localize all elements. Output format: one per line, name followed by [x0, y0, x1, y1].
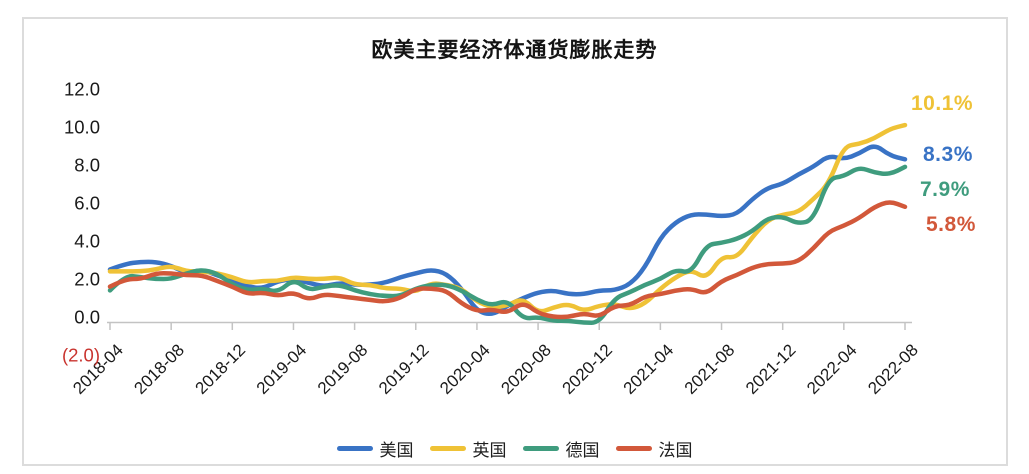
- x-tick-label: 2021-08: [681, 340, 739, 398]
- x-tick-label: 2020-12: [559, 340, 617, 398]
- x-tick-label: 2021-04: [620, 340, 678, 398]
- legend-label-de: 德国: [565, 441, 600, 460]
- x-tick-label: 2019-04: [253, 340, 311, 398]
- x-tick-label: 2018-12: [192, 340, 250, 398]
- y-tick-label: 0.0: [74, 307, 100, 328]
- y-tick-label: 10.0: [64, 117, 100, 138]
- x-tick-label: 2020-08: [497, 340, 555, 398]
- legend-swatch-uk: [429, 446, 466, 451]
- y-tick-label: 12.0: [64, 79, 100, 100]
- x-tick-label: 2021-12: [742, 340, 800, 398]
- chart-card: [22, 17, 1008, 466]
- x-tick-label: 2018-08: [130, 340, 188, 398]
- end-value-label-uk: 10.1%: [911, 92, 974, 115]
- x-tick-label: 2022-08: [864, 340, 922, 398]
- x-tick-label: 2019-12: [375, 340, 433, 398]
- end-value-label-fr: 5.8%: [926, 213, 976, 236]
- legend-swatch-fr: [615, 446, 652, 451]
- x-tick-label: 2019-08: [314, 340, 372, 398]
- legend-label-fr: 法国: [658, 441, 693, 460]
- y-tick-label: 4.0: [74, 231, 100, 252]
- y-tick-label-negative: (2.0): [62, 345, 100, 366]
- legend-item-us: 美国: [336, 436, 414, 461]
- y-tick-label: 2.0: [74, 269, 100, 290]
- legend-item-fr: 法国: [615, 436, 693, 461]
- x-tick-label: 2022-04: [803, 340, 861, 398]
- chart-legend: 美国 英国 德国 法国: [0, 436, 1029, 461]
- legend-label-us: 美国: [379, 441, 414, 460]
- legend-swatch-us: [336, 446, 373, 451]
- legend-item-de: 德国: [522, 436, 600, 461]
- series-line-de: [107, 164, 908, 325]
- series-line-us: [107, 144, 908, 316]
- end-value-label-de: 7.9%: [920, 178, 970, 201]
- y-tick-label: 8.0: [74, 155, 100, 176]
- chart-title: 欧美主要经济体通货膨胀走势: [371, 39, 658, 62]
- series-line-fr: [107, 200, 908, 320]
- end-value-label-us: 8.3%: [923, 143, 973, 166]
- x-tick-label: 2020-04: [436, 340, 494, 398]
- legend-swatch-de: [522, 446, 559, 451]
- y-tick-label: 6.0: [74, 193, 100, 214]
- legend-label-uk: 英国: [472, 441, 507, 460]
- legend-item-uk: 英国: [429, 436, 507, 461]
